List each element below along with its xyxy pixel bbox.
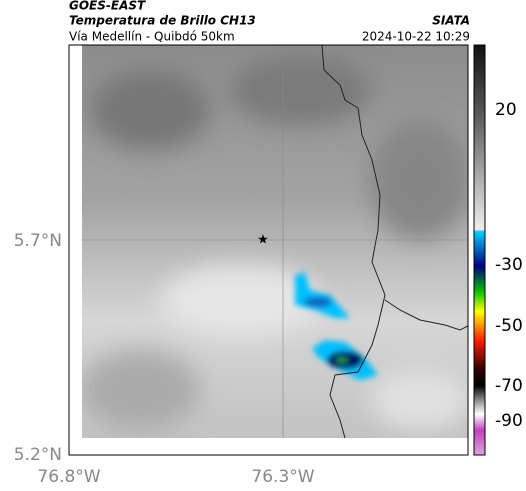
satellite-image [82, 45, 468, 438]
route: Vía Medellín - Quibdó 50km [69, 30, 235, 44]
map-frame [68, 44, 469, 456]
lon-label: 76.3°W [251, 467, 314, 487]
title: GOES-EAST [69, 0, 146, 13]
colorbar [473, 44, 486, 456]
subtitle: Temperatura de Brillo CH13 [69, 14, 256, 28]
lon-label: 76.8°W [37, 467, 100, 487]
colorbar-label: 20 [495, 100, 517, 120]
lat-label: 5.7°N [14, 231, 62, 251]
city-marker: ★ [257, 233, 269, 248]
colorbar-label: -70 [495, 376, 523, 396]
source: SIATA [432, 14, 470, 28]
lat-label: 5.2°N [14, 445, 62, 465]
datetime: 2024-10-22 10:29 [362, 30, 470, 44]
colorbar-label: -50 [495, 316, 523, 336]
colorbar-label: -90 [495, 411, 523, 431]
colorbar-label: -30 [495, 255, 523, 275]
